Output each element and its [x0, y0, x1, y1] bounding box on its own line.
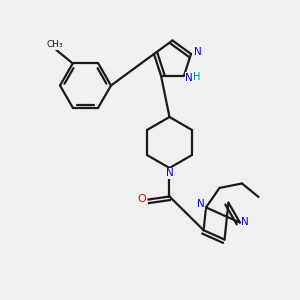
Text: N: N: [194, 47, 202, 58]
Text: O: O: [137, 194, 146, 204]
Text: N: N: [166, 168, 173, 178]
Text: N: N: [185, 73, 193, 83]
Text: N: N: [197, 200, 205, 209]
Text: N: N: [242, 217, 249, 227]
Text: H: H: [193, 72, 200, 82]
Text: CH₃: CH₃: [46, 40, 63, 49]
